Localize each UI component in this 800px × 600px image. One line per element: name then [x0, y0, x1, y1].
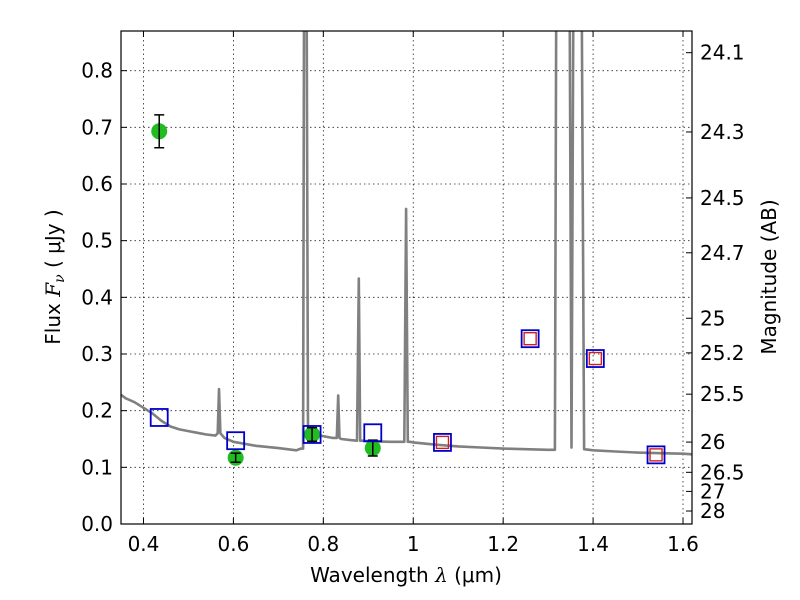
- x-tick-label: 0.4: [128, 532, 160, 556]
- model-flux-square: [149, 408, 169, 427]
- y-tick-label: 0.1: [81, 455, 113, 479]
- model-flux-inner-square: [523, 332, 537, 346]
- model-spectrum-layer: [121, 31, 692, 456]
- y-axis-ticks: 0.0 0.1 0.2 0.3 0.4 0.5 0.6 0.7 0.8: [81, 59, 127, 536]
- y-tick-label: 0.6: [81, 172, 113, 196]
- magnitude-tick-label: 24.7: [700, 241, 745, 265]
- magnitude-axis-label: Magnitude (AB): [757, 199, 781, 354]
- x-axis-label: Wavelength λ (μm): [310, 563, 502, 587]
- magnitude-tick-label: 25.5: [700, 382, 745, 406]
- x-tick-label: 1: [407, 532, 420, 556]
- model-flux-square: [520, 329, 540, 349]
- x-tick-label: 0.6: [217, 532, 249, 556]
- model-flux-square: [363, 423, 383, 443]
- model-flux-inner-square: [588, 351, 603, 366]
- model-flux-inner-square: [649, 448, 663, 462]
- markers-layer: [149, 114, 666, 466]
- y-tick-label: 0.3: [81, 342, 113, 366]
- model-flux-square: [585, 349, 605, 368]
- y-tick-label: 0.8: [81, 59, 113, 83]
- y-tick-label: 0.0: [81, 512, 113, 536]
- model-flux-square: [433, 432, 452, 452]
- magnitude-tick-label: 24.3: [700, 120, 745, 144]
- x-tick-label: 0.8: [307, 532, 339, 556]
- y-tick-label: 0.2: [81, 399, 113, 423]
- magnitude-tick-label: 26.5: [700, 460, 745, 484]
- plot-frame: [120, 30, 693, 525]
- model-spectrum-line: [121, 31, 692, 456]
- model-flux-inner-square: [435, 435, 450, 450]
- magnitude-tick-label: 25.2: [700, 341, 745, 365]
- x-tick-label: 1.4: [577, 532, 609, 556]
- model-flux-square: [226, 431, 246, 451]
- x-tick-label: 1.6: [667, 532, 699, 556]
- y-tick-label: 0.7: [81, 115, 113, 139]
- y-axis-label: Flux Fν ( μJy ): [41, 209, 68, 344]
- magnitude-tick-label: 24.5: [700, 186, 745, 210]
- magnitude-tick-label: 26: [700, 430, 725, 454]
- model-flux-square: [646, 445, 666, 465]
- magnitude-tick-label: 25: [700, 306, 725, 330]
- x-axis-ticks: 0.4 0.6 0.8 1 1.2 1.4 1.6: [128, 31, 699, 556]
- magnitude-tick-label: 28: [700, 499, 725, 523]
- magnitude-tick-label: 24.1: [700, 41, 745, 65]
- y-tick-label: 0.5: [81, 229, 113, 253]
- y-tick-label: 0.4: [81, 285, 113, 309]
- model-flux-square: [302, 425, 322, 444]
- x-tick-label: 1.2: [487, 532, 519, 556]
- magnitude-tick-label: 27: [700, 479, 725, 503]
